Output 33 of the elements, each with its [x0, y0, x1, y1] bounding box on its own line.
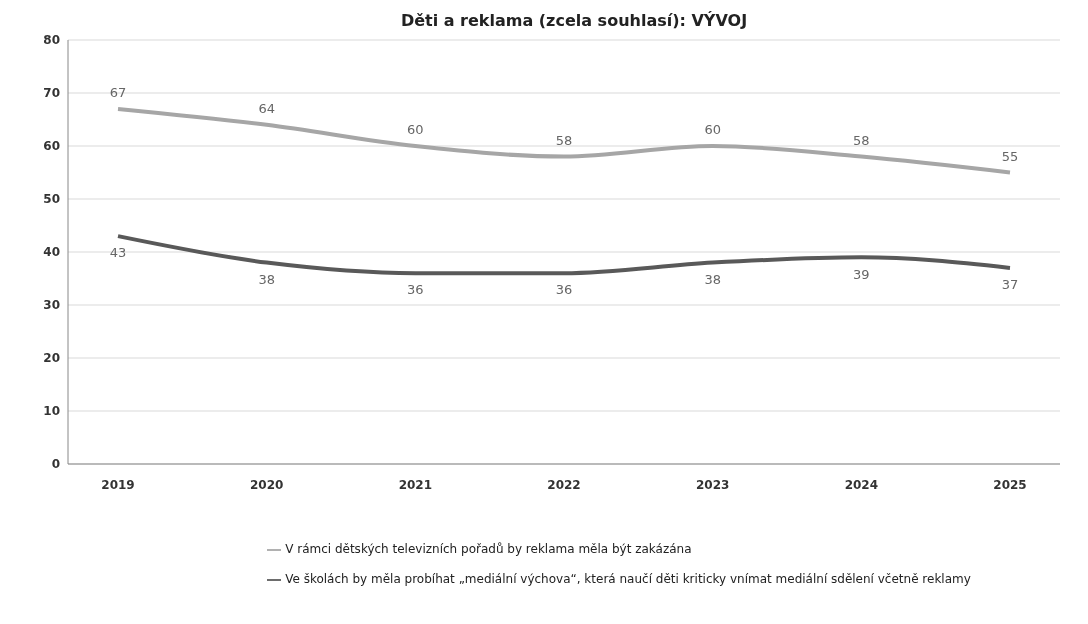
x-tick-label: 2020: [249, 477, 284, 492]
data-label: 64: [258, 100, 275, 116]
x-tick-label: 2019: [101, 477, 135, 492]
data-label: 55: [1001, 148, 1019, 164]
data-label: 36: [555, 282, 573, 298]
data-label: 37: [1001, 277, 1019, 293]
data-label: 39: [853, 266, 870, 282]
chart-title: Děti a reklama (zcela souhlasí): VÝVOJ: [399, 10, 749, 32]
data-label: 38: [258, 271, 275, 287]
y-tick-label: 80: [43, 33, 60, 48]
y-tick-label: 50: [43, 192, 60, 207]
x-tick-label: 2023: [695, 477, 730, 492]
y-tick-label: 70: [43, 86, 60, 101]
legend-label: Ve školách by měla probíhat „mediální výchova“, která naučí děti kriticky vnímat mediální sdělení včetně reklamy: [285, 572, 971, 586]
x-tick-label: 2022: [547, 477, 581, 492]
data-label: 60: [407, 122, 424, 137]
y-tick-label: 10: [43, 404, 60, 419]
y-tick-label: 0: [51, 457, 60, 472]
data-label: 58: [555, 132, 573, 148]
x-tick-label: 2025: [993, 477, 1027, 492]
data-label: 43: [109, 245, 127, 261]
y-tick-label: 40: [43, 245, 60, 260]
y-tick-label: 30: [43, 298, 60, 313]
x-tick-label: 2024: [844, 477, 879, 492]
data-label: 38: [704, 271, 721, 287]
y-tick-label: 20: [43, 351, 60, 366]
data-label: 58: [853, 132, 870, 148]
x-tick-label: 2021: [398, 477, 433, 492]
data-label: 67: [109, 84, 127, 100]
data-label: 36: [407, 282, 424, 298]
y-tick-label: 60: [43, 139, 60, 154]
legend-label: V rámci dětských televizních pořadů by reklama měla být zakázána: [285, 542, 692, 556]
data-label: 60: [704, 122, 721, 137]
